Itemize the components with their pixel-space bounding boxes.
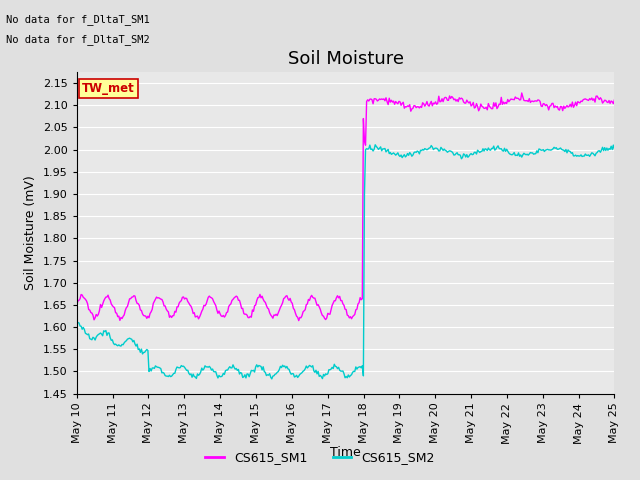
CS615_SM1 — [394, 101, 402, 107]
Y-axis label: Soil Moisture (mV): Soil Moisture (mV) — [24, 175, 38, 290]
Text: No data for f_DltaT_SM1: No data for f_DltaT_SM1 — [6, 14, 150, 25]
CS615_SM1 — [73, 301, 81, 307]
CS615_SM2 — [516, 154, 524, 159]
CS615_SM2 — [395, 153, 403, 158]
CS615_SM1 — [515, 96, 522, 101]
CS615_SM1 — [333, 295, 340, 300]
Line: CS615_SM1: CS615_SM1 — [77, 93, 614, 321]
CS615_SM1 — [295, 318, 303, 324]
CS615_SM1 — [365, 98, 372, 104]
CS615_SM2 — [371, 142, 379, 148]
CS615_SM1 — [600, 99, 607, 105]
Legend: CS615_SM1, CS615_SM2: CS615_SM1, CS615_SM2 — [200, 446, 440, 469]
Title: Soil Moisture: Soil Moisture — [287, 49, 404, 68]
CS615_SM2 — [600, 148, 607, 154]
CS615_SM2 — [365, 146, 372, 152]
CS615_SM2 — [333, 364, 340, 370]
CS615_SM2 — [330, 366, 337, 372]
CS615_SM2 — [73, 321, 81, 327]
CS615_SM1 — [518, 90, 525, 96]
CS615_SM2 — [611, 146, 618, 152]
Text: No data for f_DltaT_SM2: No data for f_DltaT_SM2 — [6, 34, 150, 45]
Line: CS615_SM2: CS615_SM2 — [77, 145, 614, 379]
Text: TW_met: TW_met — [82, 82, 135, 95]
CS615_SM1 — [611, 97, 618, 103]
X-axis label: Time: Time — [330, 446, 361, 459]
CS615_SM2 — [268, 376, 276, 382]
CS615_SM1 — [330, 300, 337, 306]
